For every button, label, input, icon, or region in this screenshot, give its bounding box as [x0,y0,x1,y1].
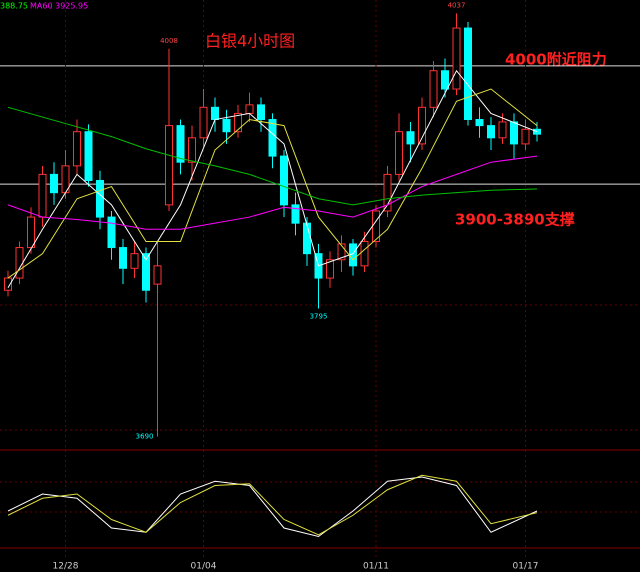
candle-body [211,106,219,121]
x-tick-label: 01/11 [363,562,389,572]
indicator-line [7,474,538,536]
candle-body [257,104,265,121]
candle-body [498,121,507,139]
candle-body [222,119,231,133]
candle-body [188,137,196,163]
candle-body [418,106,426,145]
extreme-label: 3690 [136,433,154,441]
extreme-label: 4037 [448,1,466,9]
candle-body [38,173,47,218]
candle-body [199,106,208,139]
candle-body [521,128,530,145]
candle-body [165,125,173,206]
candle-body [291,204,300,224]
candle-body [395,131,403,175]
candle-body [15,247,24,279]
candle-body [73,131,81,167]
candle-body [234,112,242,133]
candle-body [441,70,449,90]
x-tick-label: 01/04 [191,562,217,572]
ma-line [7,155,538,230]
candle-body [50,173,58,194]
candle-body [268,119,277,157]
candle-body [452,27,461,90]
candle-body [429,70,438,108]
candle-body [383,173,392,212]
candle-body [326,259,334,279]
candle-body [464,27,472,121]
candle-body [176,125,185,163]
candle-body [27,216,35,249]
candle-body [303,222,311,255]
x-tick-label: 12/28 [53,562,79,572]
candle-body [153,265,162,285]
candle-body [96,179,104,218]
ma-line [7,106,538,206]
header-text: 388.75 [0,2,28,11]
candle-body [280,155,288,206]
ma-line [7,88,538,279]
header-text: MA60 3925.95 [30,2,88,11]
candle-body [107,216,116,249]
candle-body [119,247,127,269]
candle-body [337,243,346,261]
candle-body [142,253,150,291]
ma-line [7,69,538,289]
candle-body [475,119,484,127]
candle-body [406,131,415,145]
candle-body [130,253,139,269]
annotation: 3900-3890支撑 [455,211,575,229]
indicator-line [7,476,538,538]
annotation: 4000附近阻力 [505,51,607,69]
extreme-label: 3795 [310,313,328,321]
x-tick-label: 01/17 [513,562,539,572]
candle-body [487,125,495,139]
candle-body [510,121,518,145]
candle-body [84,131,93,181]
candle-body [245,104,254,114]
chart-title: 白银4小时图 [205,32,295,51]
extreme-label: 4008 [160,37,178,45]
candle-body [360,240,369,267]
